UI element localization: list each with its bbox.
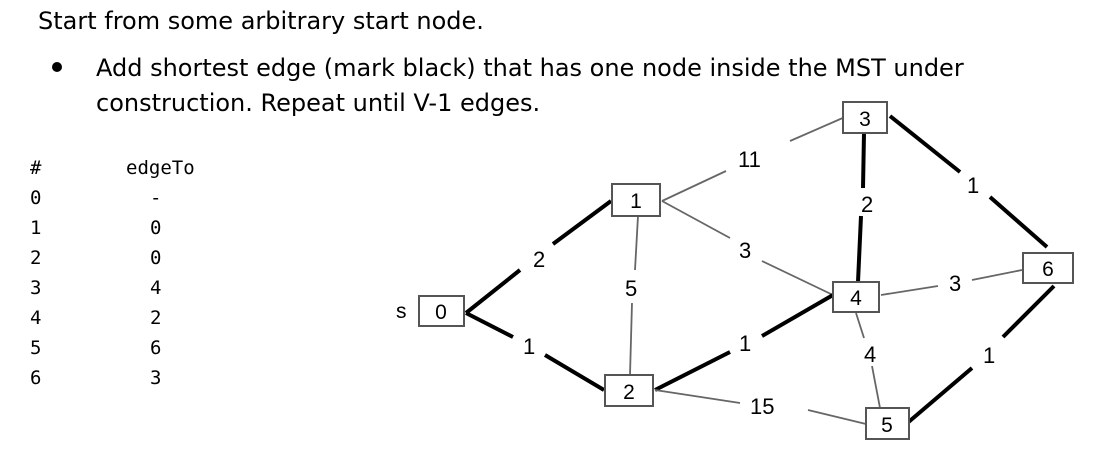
edgeto-cell: 0 (150, 247, 162, 269)
edge-1-3 (661, 116, 846, 202)
edge-2-5 (654, 389, 867, 425)
edge-weight-label: 5 (625, 276, 637, 301)
edgeto-cell: 3 (150, 367, 162, 389)
edge-weight-label: 15 (750, 394, 774, 419)
vertex-cell: 0 (30, 187, 42, 209)
edgeto-cell: 0 (150, 217, 162, 239)
node-2-label: 2 (623, 381, 635, 404)
start-node-label: s (396, 300, 407, 323)
edge-5-6 (903, 284, 1056, 427)
edge-weight-label: 1 (739, 331, 751, 356)
edgeto-column: edgeTo - 0 0 4 2 6 3 (126, 153, 195, 393)
vertex-cell: 4 (30, 307, 42, 329)
bullet-line-2: construction. Repeat until V-1 edges. (96, 89, 541, 117)
vertex-cell: 3 (30, 277, 42, 299)
edge-weight-label: 4 (864, 342, 876, 367)
node-0: 0 (418, 295, 465, 327)
edge-weight-label: 3 (949, 271, 961, 296)
node-2-box (604, 374, 654, 407)
bullet-icon (52, 62, 62, 72)
edge-weight-label: 1 (967, 173, 979, 198)
edgeto-cell: 4 (150, 277, 162, 299)
edge-1-2 (629, 215, 639, 376)
edgeto-cell: 2 (150, 307, 162, 329)
edge-1-4 (661, 200, 834, 296)
node-6: 6 (1022, 252, 1074, 284)
bullet-line-1: Add shortest edge (mark black) that has … (96, 54, 964, 82)
node-2: 2 (604, 374, 654, 407)
node-1-label: 1 (630, 190, 642, 213)
slide-title: Start from some arbitrary start node. (38, 7, 484, 35)
edge-4-6 (880, 269, 1023, 296)
edge-weight-label: 2 (861, 192, 873, 217)
edge-weight-label: 11 (738, 147, 761, 172)
node-5-label: 5 (881, 414, 893, 437)
vertex-cell: 6 (30, 367, 42, 389)
bullet-text: Add shortest edge (mark black) that has … (96, 51, 964, 121)
node-6-label: 6 (1042, 258, 1054, 281)
edge-4-5 (855, 312, 881, 409)
edge-0-1 (464, 199, 613, 315)
edge-weights: 2 1 11 5 3 1 15 2 1 3 4 1 (523, 147, 995, 419)
vertex-cell: 2 (30, 247, 42, 269)
node-5: 5 (865, 407, 910, 440)
edge-0-2 (465, 311, 606, 392)
edgeto-column-header: edgeTo (126, 157, 195, 179)
node-0-box (418, 295, 465, 327)
node-5-box (865, 407, 910, 440)
edgeto-cell: - (150, 187, 162, 209)
vertex-cell: 1 (30, 217, 42, 239)
node-4-label: 4 (850, 287, 862, 310)
node-0-label: 0 (435, 301, 447, 324)
edge-3-6 (888, 114, 1049, 249)
edges (464, 114, 1056, 427)
vertex-number-column: # 0 1 2 3 4 5 6 (30, 153, 41, 393)
edge-weight-label: 1 (523, 334, 535, 359)
edge-weight-label: 1 (983, 343, 995, 368)
node-3-label: 3 (859, 108, 871, 131)
node-6-box (1022, 252, 1074, 284)
vertex-cell: 5 (30, 337, 42, 359)
edge-2-4 (654, 293, 835, 392)
node-4-box (832, 281, 880, 313)
node-1: 1 (611, 183, 661, 217)
edge-weight-label: 3 (739, 238, 751, 263)
node-3-box (842, 101, 888, 134)
node-3: 3 (842, 101, 888, 134)
node-1-box (611, 183, 661, 217)
node-4: 4 (832, 281, 880, 313)
edge-weight-label: 2 (533, 247, 545, 272)
vertex-column-header: # (30, 157, 42, 179)
edgeto-cell: 6 (150, 337, 162, 359)
edge-3-4 (856, 132, 866, 283)
